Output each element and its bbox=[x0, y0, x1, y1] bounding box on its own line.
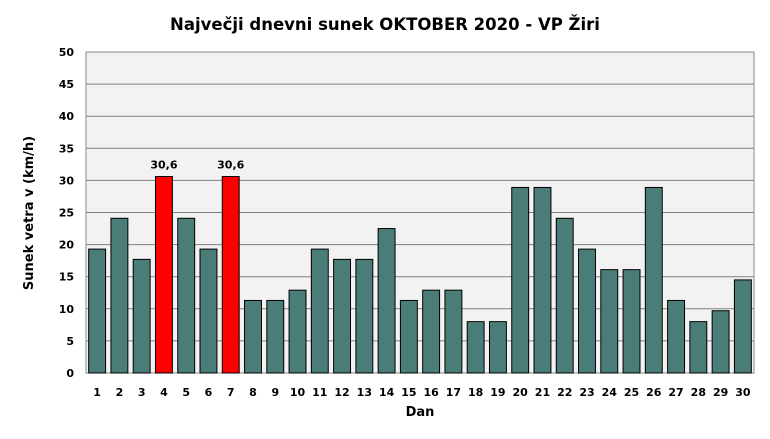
y-tick-label: 45 bbox=[59, 78, 74, 91]
y-tick-label: 30 bbox=[59, 174, 75, 187]
x-tick-label: 19 bbox=[490, 386, 505, 399]
x-tick-label: 4 bbox=[160, 386, 168, 399]
bar-day-9 bbox=[266, 299, 285, 374]
bar-day-3 bbox=[132, 258, 151, 374]
x-tick-label: 13 bbox=[357, 386, 372, 399]
x-tick-label: 12 bbox=[334, 386, 349, 399]
y-tick-label: 0 bbox=[66, 367, 74, 380]
x-axis-ticks: 1 2 3 4 5 6 7 8 9 10 11 12 13 14 15 16 17 18 19 20 21 22 23 24 2… bbox=[93, 386, 751, 399]
y-tick-label: 15 bbox=[59, 271, 74, 284]
x-tick-label: 30 bbox=[735, 386, 751, 399]
x-tick-label: 15 bbox=[401, 386, 416, 399]
bar-day-2 bbox=[110, 217, 129, 374]
bar-day-1 bbox=[88, 248, 107, 374]
x-tick-label: 22 bbox=[557, 386, 572, 399]
bar-day-13 bbox=[355, 258, 374, 374]
bar-day-25 bbox=[622, 269, 641, 374]
bar-day-21 bbox=[533, 186, 552, 374]
x-tick-label: 25 bbox=[624, 386, 639, 399]
x-tick-label: 14 bbox=[379, 386, 395, 399]
gridlines bbox=[86, 83, 754, 342]
x-tick-label: 16 bbox=[423, 386, 439, 399]
data-labels: 30,6 30,6 bbox=[150, 159, 244, 172]
x-tick-label: 18 bbox=[468, 386, 483, 399]
x-tick-label: 1 bbox=[93, 386, 101, 399]
bar-day-27 bbox=[667, 299, 686, 374]
x-tick-label: 11 bbox=[312, 386, 327, 399]
x-axis-title: Dan bbox=[406, 405, 435, 420]
x-tick-label: 7 bbox=[227, 386, 235, 399]
x-tick-label: 3 bbox=[138, 386, 146, 399]
x-tick-label: 17 bbox=[446, 386, 461, 399]
bar-day-22 bbox=[555, 217, 574, 374]
bar-day-4 bbox=[154, 176, 173, 374]
bar-day-17 bbox=[444, 289, 463, 374]
y-tick-label: 5 bbox=[66, 335, 74, 348]
y-axis-ticks: 0 5 10 15 20 25 30 35 40 45 50 bbox=[59, 46, 75, 380]
bar-day-26 bbox=[644, 186, 663, 374]
bar-day-5 bbox=[177, 217, 196, 374]
x-tick-label: 10 bbox=[290, 386, 306, 399]
chart-title: Največji dnevni sunek OKTOBER 2020 - VP … bbox=[170, 15, 600, 34]
bar-day-11 bbox=[310, 248, 329, 374]
data-label: 30,6 bbox=[217, 159, 244, 172]
bar-day-8 bbox=[244, 299, 262, 374]
bar-day-20 bbox=[511, 186, 530, 374]
x-tick-label: 29 bbox=[713, 386, 728, 399]
y-tick-label: 25 bbox=[59, 207, 74, 220]
bar-day-6 bbox=[199, 248, 218, 374]
x-tick-label: 27 bbox=[668, 386, 683, 399]
x-tick-label: 2 bbox=[116, 386, 124, 399]
y-tick-label: 35 bbox=[59, 142, 74, 155]
bar-day-12 bbox=[333, 258, 352, 374]
bar-day-23 bbox=[578, 248, 596, 374]
x-tick-label: 8 bbox=[249, 386, 257, 399]
x-tick-label: 20 bbox=[513, 386, 529, 399]
bar-day-18 bbox=[466, 321, 485, 374]
bar-day-7 bbox=[221, 176, 240, 374]
data-label: 30,6 bbox=[150, 159, 177, 172]
bar-day-28 bbox=[689, 321, 708, 374]
y-tick-label: 20 bbox=[59, 239, 75, 252]
x-tick-label: 9 bbox=[271, 386, 279, 399]
y-tick-label: 10 bbox=[59, 303, 75, 316]
bars bbox=[88, 176, 752, 374]
x-tick-label: 28 bbox=[691, 386, 706, 399]
x-tick-label: 21 bbox=[535, 386, 550, 399]
bar-day-30 bbox=[733, 279, 752, 374]
y-tick-label: 40 bbox=[59, 110, 75, 123]
x-tick-label: 6 bbox=[205, 386, 213, 399]
bar-day-14 bbox=[377, 228, 396, 374]
x-tick-label: 5 bbox=[182, 386, 190, 399]
y-tick-label: 50 bbox=[59, 46, 75, 59]
x-tick-label: 24 bbox=[602, 386, 618, 399]
bar-day-10 bbox=[288, 289, 307, 374]
bar-day-29 bbox=[711, 310, 730, 374]
x-tick-label: 26 bbox=[646, 386, 662, 399]
bar-day-16 bbox=[422, 289, 441, 374]
y-axis-title: Sunek vetra v (km/h) bbox=[22, 136, 37, 290]
x-tick-label: 23 bbox=[579, 386, 594, 399]
bar-day-19 bbox=[488, 321, 507, 374]
bar-day-24 bbox=[600, 269, 619, 374]
bar-day-15 bbox=[399, 299, 418, 374]
